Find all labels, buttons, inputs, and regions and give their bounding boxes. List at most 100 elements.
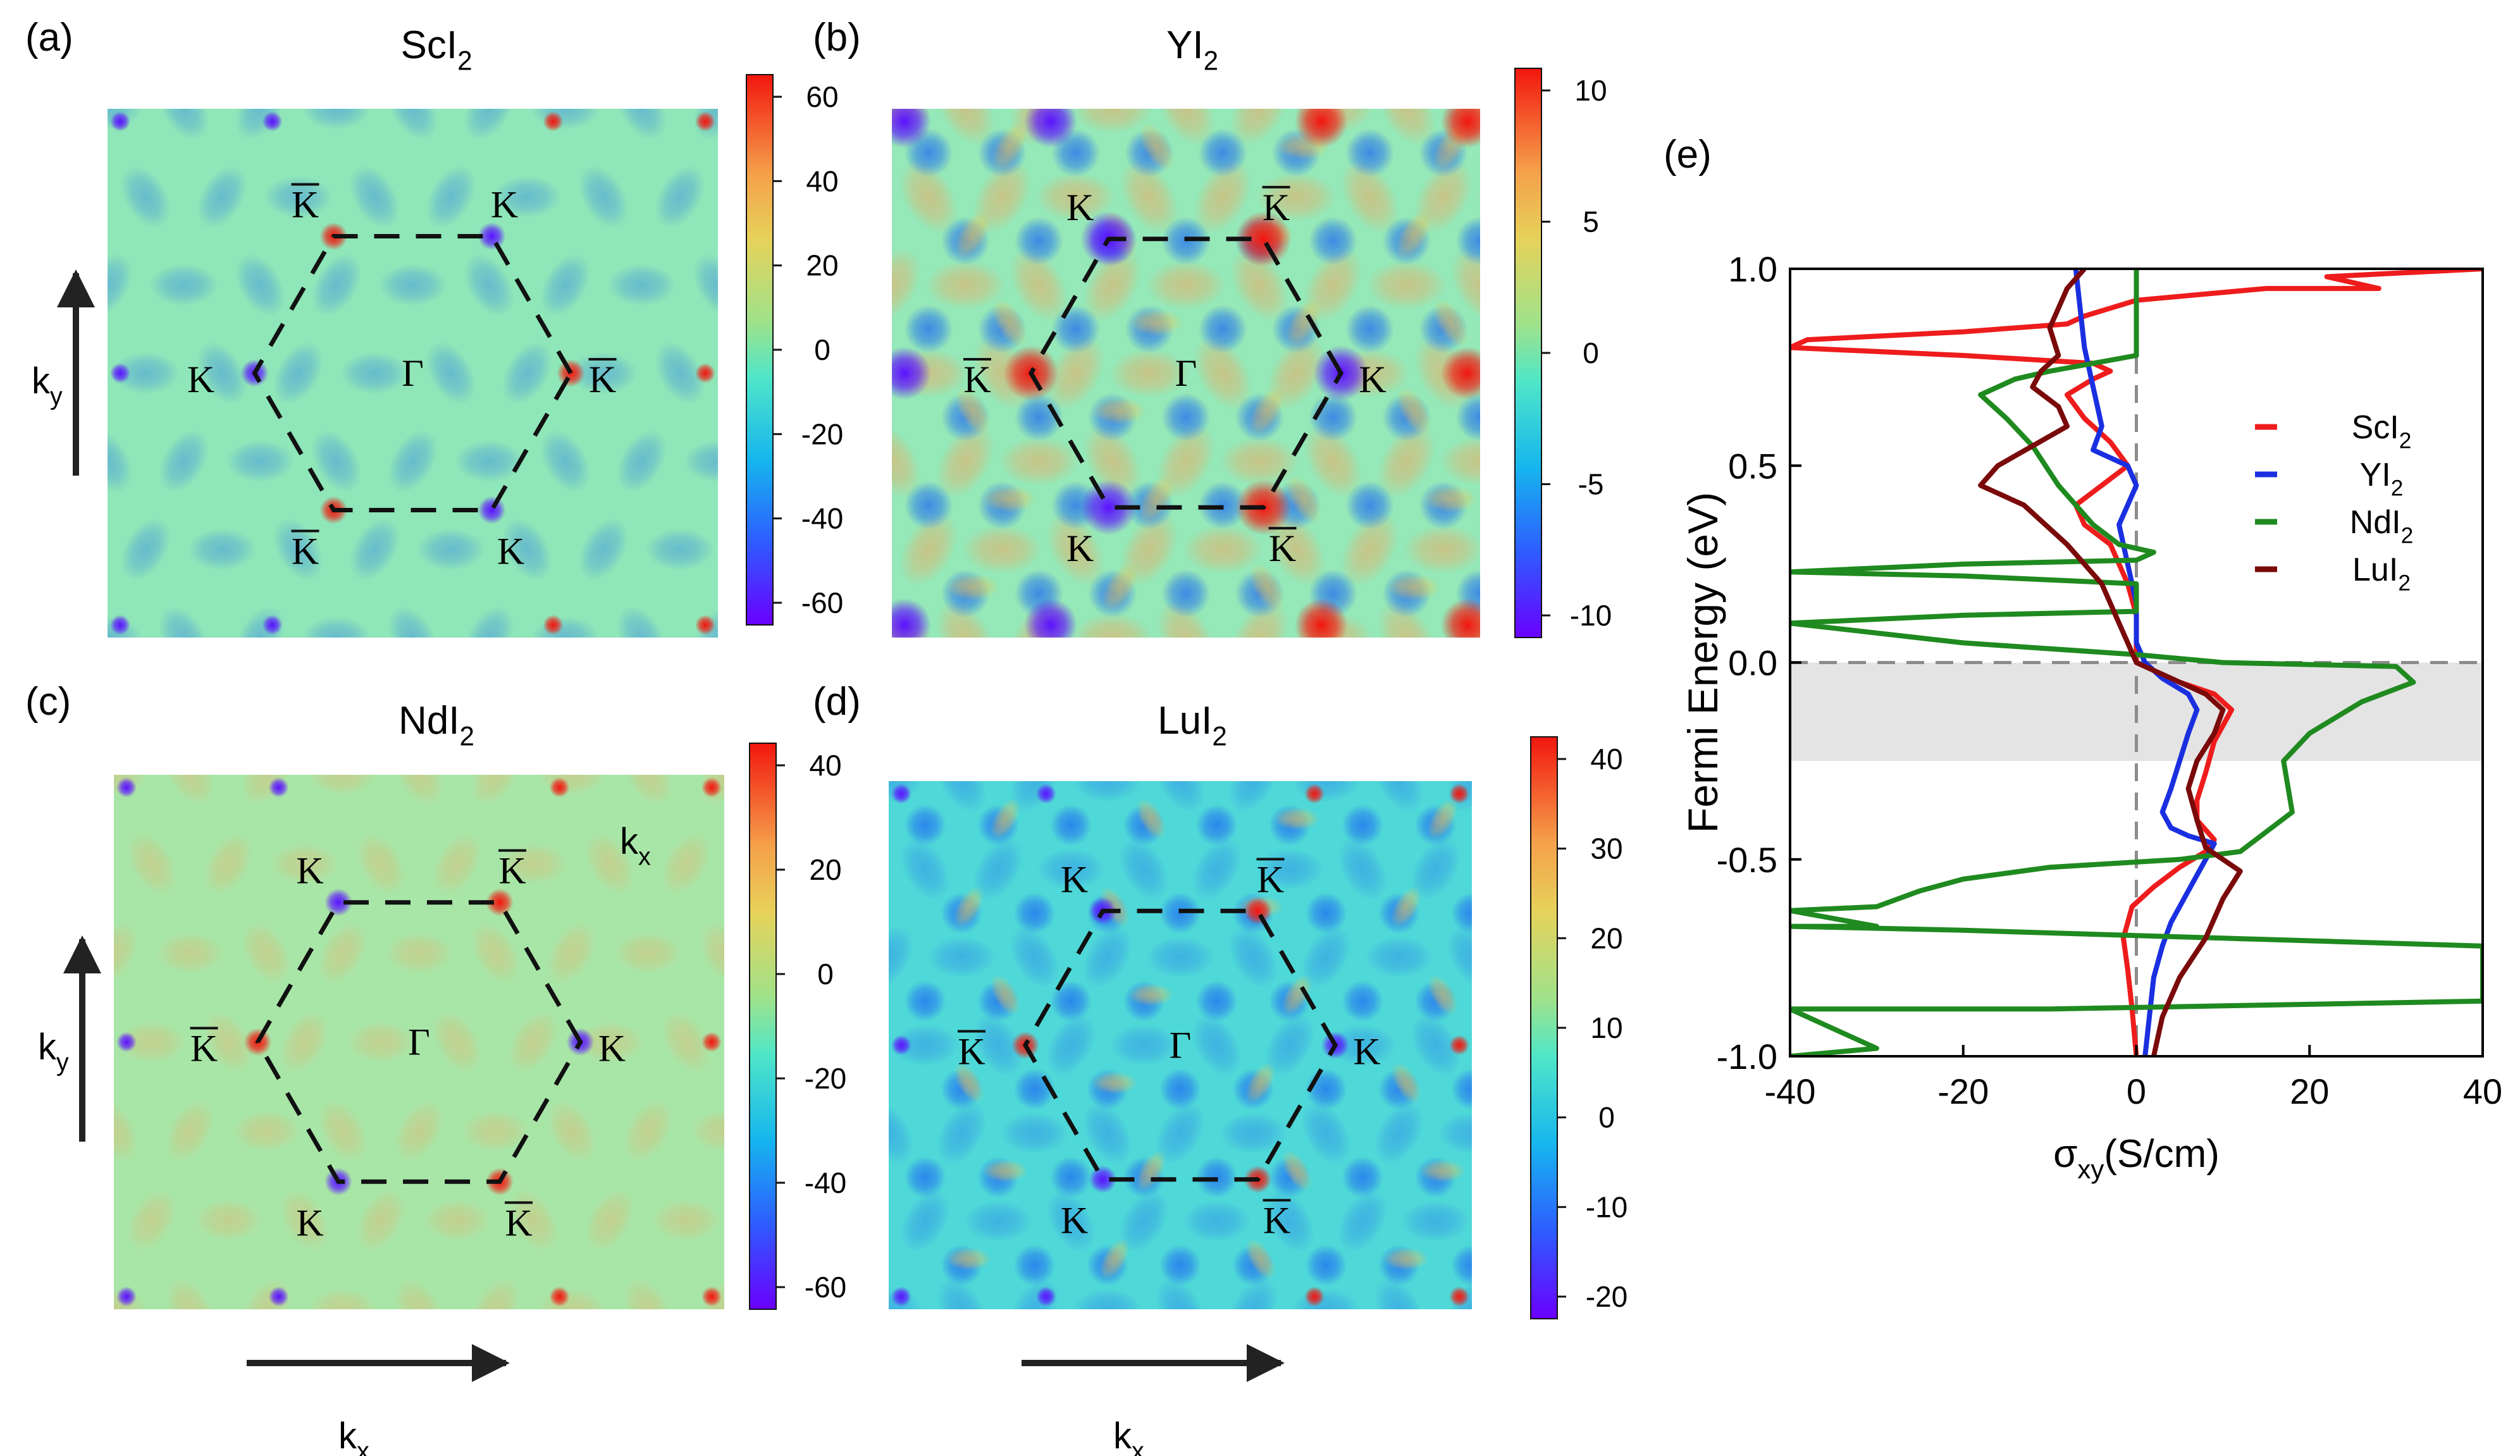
texture-blob [1272,657,1321,706]
colorbar-gradient [746,74,774,626]
panel-tag: (d) [813,680,861,724]
texture-blob [203,1010,254,1074]
texture-blob [1455,393,1480,442]
texture-blob [1128,983,1174,1006]
texture-blob [1337,837,1388,901]
texture-blob [349,518,400,581]
edge-hotspot [110,111,130,132]
texture-blob [464,109,514,140]
texture-blob [904,304,953,354]
panel-tag: (a) [25,16,73,59]
edge-hotspot [1024,109,1078,148]
texture-blob [899,160,958,234]
edge-hotspot [116,777,137,798]
texture-blob [1249,563,1285,612]
texture-blob [120,518,171,581]
texture-blob [114,775,148,796]
texture-blob [531,109,600,130]
texture-blob [311,429,362,493]
texture-blob [617,109,667,140]
texture-blob [502,342,552,405]
texture-blob [900,1190,950,1253]
colorbar-tick-label: 0 [1598,1101,1615,1134]
texture-blob [1194,336,1252,410]
line-chart-panel-e: (e) -40 -20 0 20 40 1.0 0.5 0.0 -0.5 -1.0 σxy(S/cm)… [1664,133,2502,1184]
colorbar-tick-label: -60 [801,586,843,619]
texture-blob [1139,122,1175,171]
texture-blob [308,1288,377,1309]
texture-blob [165,775,215,806]
texture-blob [973,837,1023,901]
texture-blob [1195,980,1238,1022]
texture-blob [1428,974,1458,1016]
texture-blob [1161,393,1211,442]
texture-blob [992,299,1027,347]
texture-blob [891,1024,960,1066]
texture-blob [623,775,673,806]
texture-blob [280,1010,330,1074]
texture-blob [159,606,209,638]
colorbar-tick-label: -20 [1586,1280,1628,1313]
colorbar: 10 5 0 -5 -10 [1514,68,1612,638]
texture-blob [623,1099,673,1163]
texture-blob [1159,1068,1201,1111]
colorbar-tick-label: -40 [801,502,843,535]
texture-blob [977,1333,1019,1374]
texture-blob [1421,1321,1464,1372]
texture-blob [1383,1247,1430,1271]
x-tick-label: 20 [2290,1071,2329,1111]
texture-blob [1374,1278,1424,1309]
texture-blob [936,109,995,145]
texture-blob [280,1188,330,1252]
texture-blob [1155,1102,1206,1165]
texture-blob [1286,475,1321,523]
k-point-label: K [1353,1031,1380,1073]
x-tick-label: -40 [1765,1071,1816,1111]
texture-blob [120,165,171,228]
texture-blob [900,837,950,901]
texture-blob [1245,1062,1276,1104]
colorbar-tick-label: 0 [817,958,834,990]
k-point-label: K [497,531,524,572]
texture-blob [108,109,142,130]
texture-blob [1377,424,1436,498]
texture-blob [1301,1102,1351,1165]
texture-blob [1194,160,1252,234]
heatmap [892,109,1480,706]
texture-blob [1192,837,1242,901]
texture-blob [1051,657,1100,706]
texture-blob [1161,569,1211,618]
texture-blob [973,1013,1023,1077]
texture-blob [699,922,724,985]
texture-blob [1440,436,1480,486]
colorbar-gradient [1530,736,1558,1319]
texture-blob [118,1021,187,1063]
k-point-label: Γ [402,352,424,394]
texture-blob [349,165,400,228]
texture-blob [1477,187,1480,207]
texture-blob [1264,1190,1315,1253]
k-point-label: K [187,359,214,400]
texture-blob [165,1278,215,1309]
texture-blob [617,606,667,638]
texture-blob [837,1336,882,1359]
texture-blob [936,781,987,813]
colorbar-tick-label: -10 [1586,1190,1628,1223]
edge-hotspot [268,1286,289,1307]
texture-blob [578,165,629,228]
texture-blob [388,606,438,638]
texture-blob [194,1199,262,1242]
texture-blob [540,254,591,317]
panel-tag: (b) [813,16,861,59]
texture-blob [1286,299,1321,347]
colorbar-tick-label: 20 [806,249,838,282]
texture-blob [470,1278,521,1309]
texture-blob [1428,798,1458,840]
texture-blob [652,1199,720,1242]
texture-blob [1132,646,1181,705]
texture-blob [645,528,714,571]
texture-blob [1426,646,1475,705]
series-line-ScI2 [1790,269,2483,1056]
colorbar-tick-label: 20 [809,853,841,886]
k-point-label: K [505,1202,532,1243]
